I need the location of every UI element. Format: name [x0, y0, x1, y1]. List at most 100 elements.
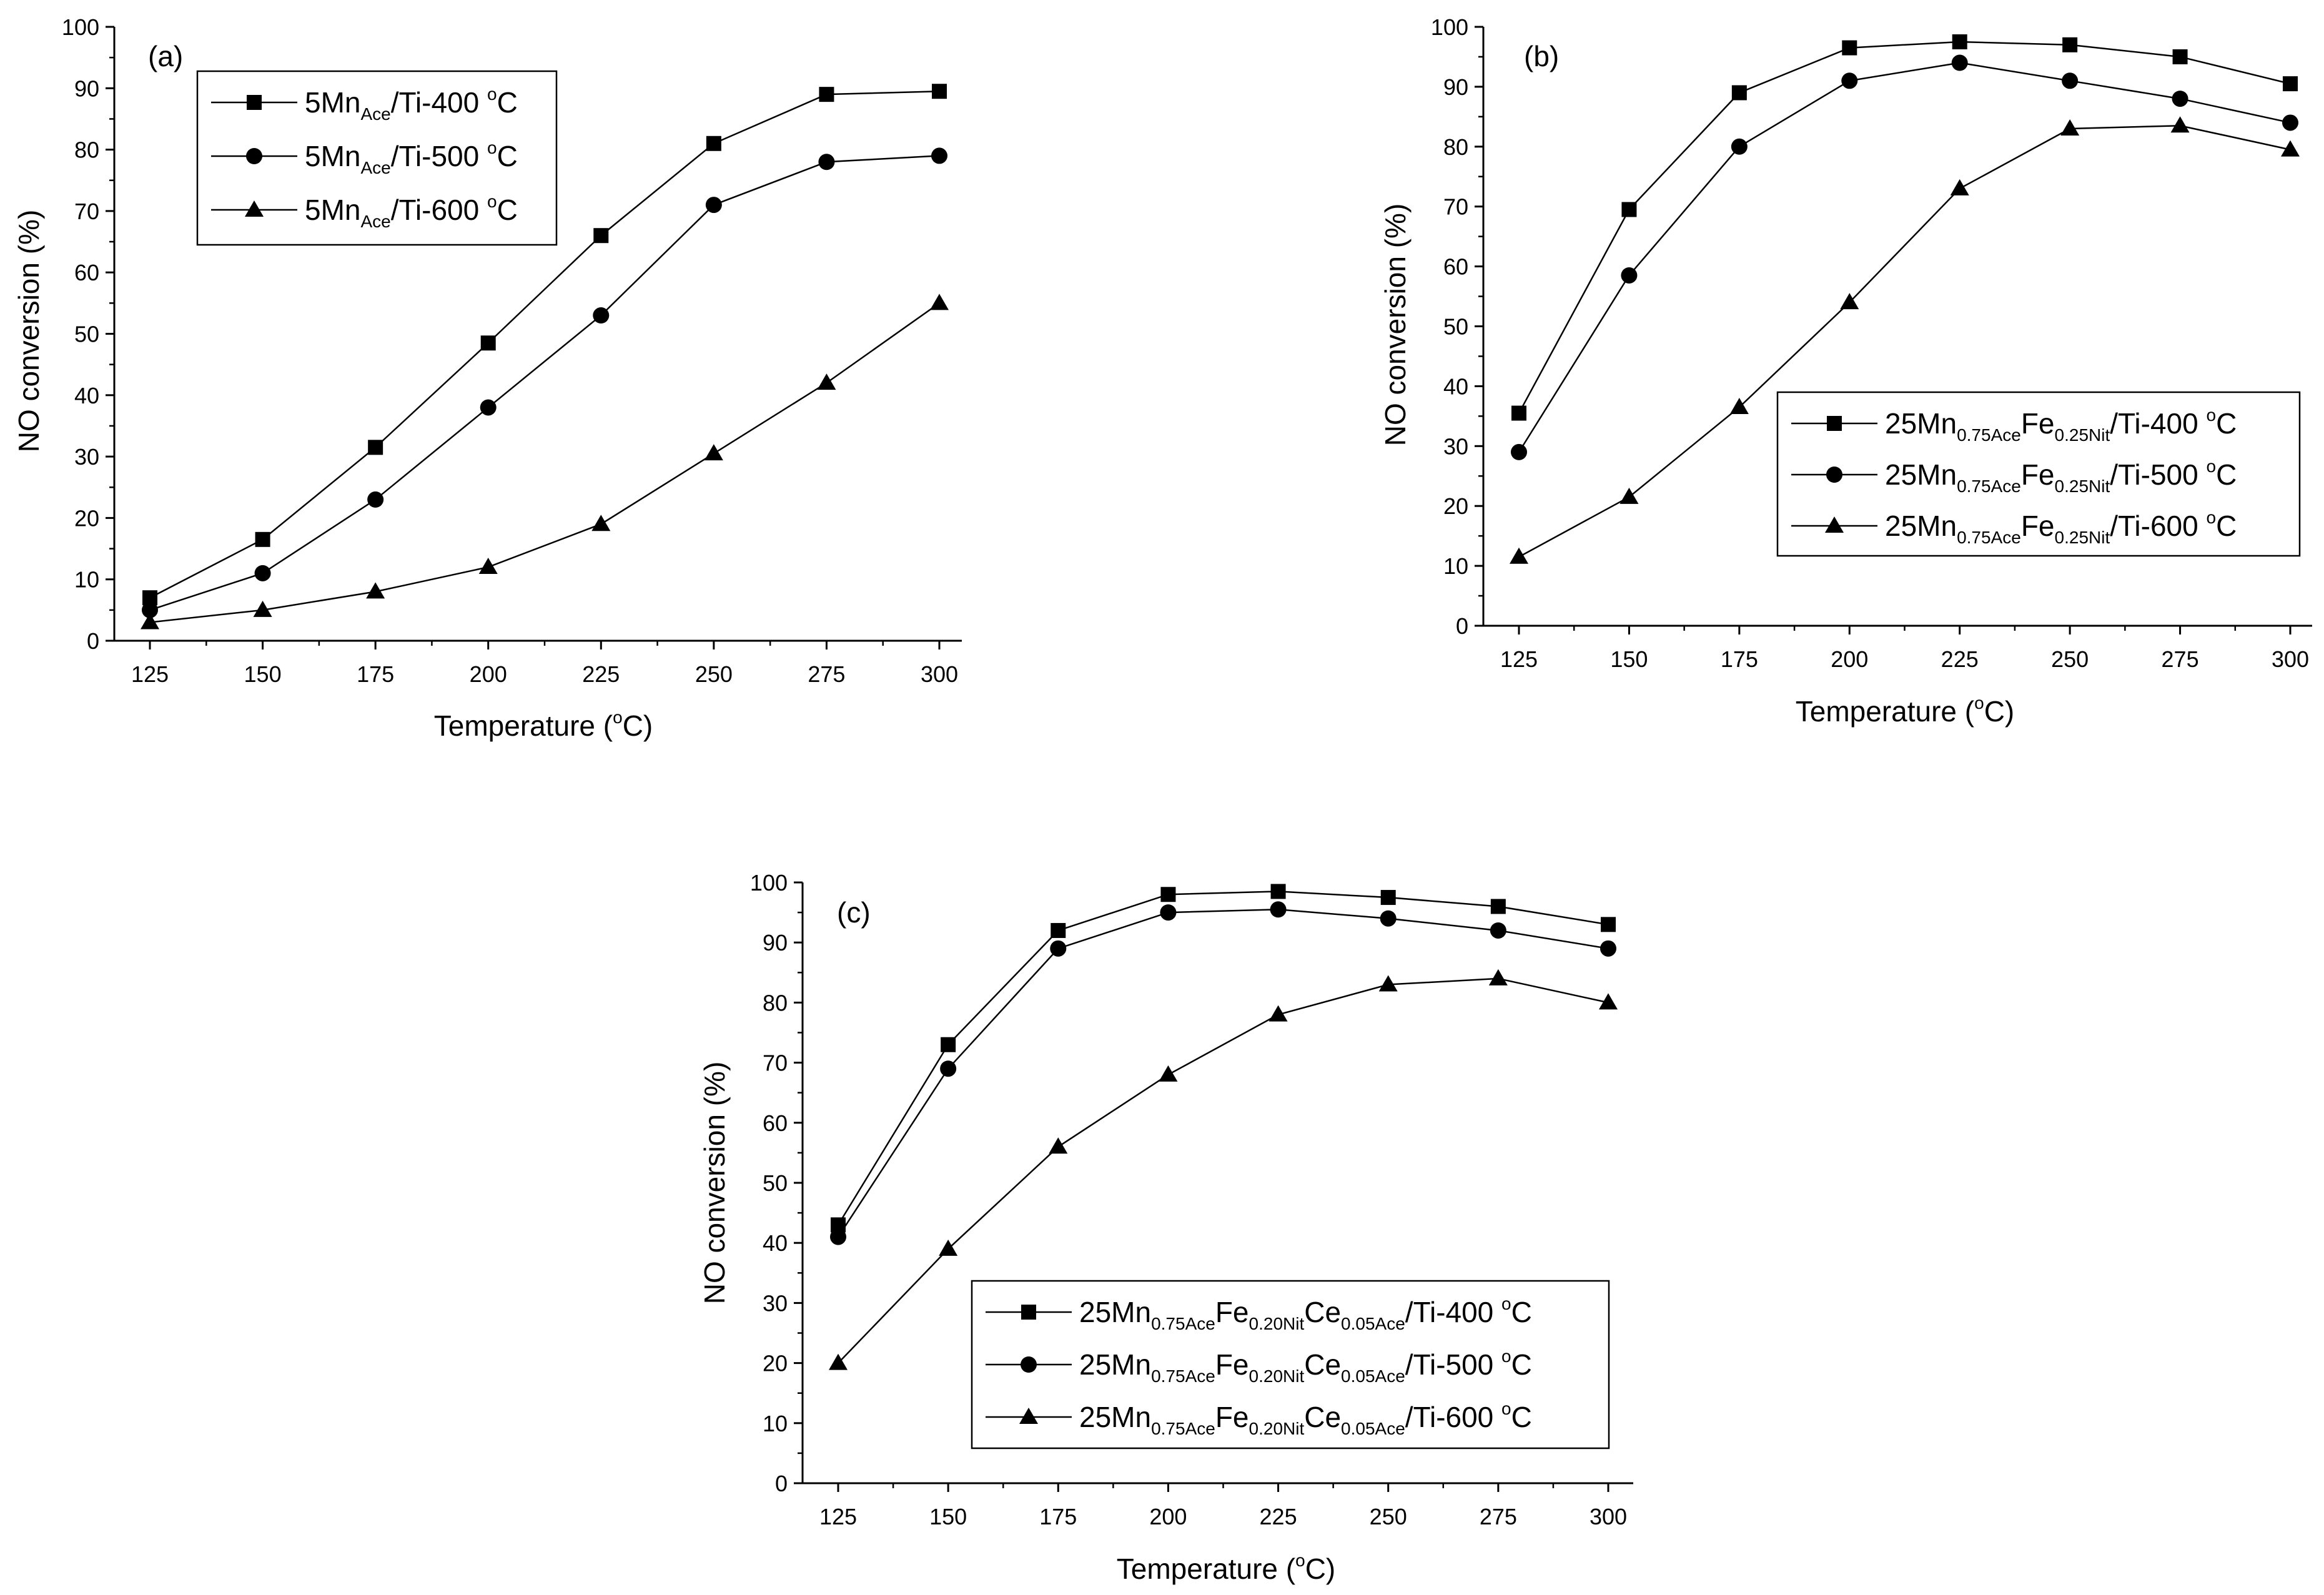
chart-panel-2: 0 10 20 30 40 50 60 70 80 90 100 125 150 175 200 225 250… — [698, 870, 1633, 1585]
y-tick-label: 80 — [1443, 134, 1468, 160]
legend-label: 25Mn0.75AceFe0.25Nit/Ti-400 oC — [1885, 405, 2237, 445]
y-tick-label: 100 — [1431, 14, 1468, 40]
data-point — [1160, 887, 1176, 902]
y-tick-label: 60 — [763, 1110, 788, 1136]
data-point — [1490, 922, 1506, 939]
series-line-1 — [837, 909, 1609, 1238]
chart-panel-0: 0 10 20 30 40 50 60 70 80 90 100 125 150 175 200 225 250… — [12, 14, 962, 742]
series-line-1 — [1518, 62, 2291, 453]
y-tick-label: 30 — [763, 1290, 788, 1316]
data-point — [253, 600, 272, 617]
y-tick-label: 90 — [1443, 74, 1468, 100]
data-point — [254, 565, 271, 581]
legend-marker — [1021, 1356, 1037, 1373]
legend-box — [971, 1280, 1610, 1449]
y-tick-label: 50 — [763, 1170, 788, 1196]
data-point — [1378, 975, 1398, 992]
legend-marker — [245, 200, 264, 217]
legend-marker — [1021, 1305, 1036, 1320]
x-tick-label: 300 — [2272, 646, 2309, 672]
data-point — [1051, 922, 1066, 938]
series-line-0 — [149, 90, 940, 599]
y-tick-label: 40 — [763, 1230, 788, 1256]
data-point — [1490, 899, 1506, 914]
data-point — [480, 399, 497, 416]
data-point — [1270, 884, 1286, 899]
data-point — [931, 147, 947, 164]
data-point — [480, 335, 496, 351]
data-point — [367, 491, 384, 508]
series-line-2 — [1518, 124, 2291, 558]
y-tick-label: 0 — [775, 1471, 788, 1496]
y-tick-label: 80 — [74, 137, 99, 163]
legend-marker — [1825, 516, 1844, 533]
y-axis-label: NO conversion (%) — [12, 210, 45, 453]
data-point — [1510, 547, 1528, 564]
y-tick-label: 20 — [74, 505, 99, 531]
y-tick-label: 100 — [750, 870, 788, 896]
data-point — [1270, 901, 1287, 918]
data-point — [941, 1037, 956, 1052]
legend-marker — [1826, 467, 1842, 483]
data-point — [2060, 119, 2080, 136]
x-tick-label: 150 — [1610, 646, 1648, 672]
chart-panel-1: 0 10 20 30 40 50 60 70 80 90 100 125 150 175 200 225 250… — [1379, 14, 2312, 728]
data-point — [704, 444, 723, 461]
x-tick-label: 225 — [582, 661, 620, 687]
y-axis-label: NO conversion (%) — [698, 1062, 731, 1305]
x-tick-label: 250 — [1370, 1504, 1407, 1529]
legend-label: 25Mn0.75AceFe0.25Nit/Ti-500 oC — [1885, 457, 2237, 496]
y-tick-label: 40 — [74, 383, 99, 408]
data-point — [2282, 114, 2298, 131]
data-point — [1268, 1005, 1288, 1022]
x-axis-label: Temperature (oC) — [1117, 1551, 1335, 1585]
x-tick-label: 200 — [1831, 646, 1868, 672]
y-tick-label: 40 — [1443, 373, 1468, 399]
legend-label: 25Mn0.75AceFe0.20NitCe0.05Ace/Ti-600 oC — [1079, 1399, 1532, 1438]
y-tick-label: 60 — [74, 260, 99, 285]
data-point — [1511, 405, 1526, 421]
data-point — [1380, 910, 1397, 927]
y-tick-label: 100 — [62, 14, 99, 40]
data-point — [1840, 293, 1859, 310]
x-axis-label: Temperature (oC) — [434, 708, 653, 742]
data-point — [706, 136, 721, 151]
data-point — [818, 154, 835, 170]
data-point — [1621, 267, 1638, 284]
data-point — [1951, 54, 1968, 71]
data-point — [1731, 138, 1748, 155]
x-tick-label: 150 — [929, 1504, 967, 1529]
data-point — [368, 440, 383, 455]
y-tick-label: 70 — [1443, 194, 1468, 220]
y-tick-label: 0 — [1456, 613, 1468, 639]
data-point — [1050, 940, 1067, 957]
data-point — [2281, 140, 2300, 157]
data-point — [1731, 85, 1747, 101]
y-tick-label: 20 — [763, 1351, 788, 1376]
data-point — [939, 1239, 958, 1256]
panel-label: (b) — [1524, 40, 1559, 72]
data-point — [1160, 904, 1177, 921]
x-tick-label: 250 — [695, 661, 733, 687]
x-tick-label: 200 — [1149, 1504, 1187, 1529]
y-tick-label: 30 — [74, 444, 99, 470]
data-point — [1619, 487, 1639, 504]
y-tick-label: 10 — [763, 1411, 788, 1436]
legend-marker — [247, 95, 262, 110]
data-point — [2172, 91, 2188, 107]
y-tick-label: 90 — [74, 76, 99, 101]
data-point — [830, 1228, 846, 1245]
x-tick-label: 175 — [357, 661, 394, 687]
data-point — [940, 1060, 957, 1077]
legend-label: 25Mn0.75AceFe0.20NitCe0.05Ace/Ti-400 oC — [1079, 1294, 1532, 1333]
series-line-2 — [838, 977, 1609, 1364]
x-tick-label: 125 — [819, 1504, 857, 1529]
x-tick-label: 175 — [1039, 1504, 1077, 1529]
series-line-2 — [149, 302, 940, 623]
data-point — [2170, 116, 2190, 133]
data-point — [1049, 1137, 1068, 1154]
x-tick-label: 300 — [1590, 1504, 1627, 1529]
y-tick-label: 20 — [1443, 493, 1468, 519]
data-point — [2283, 76, 2298, 92]
legend-marker — [246, 148, 262, 164]
